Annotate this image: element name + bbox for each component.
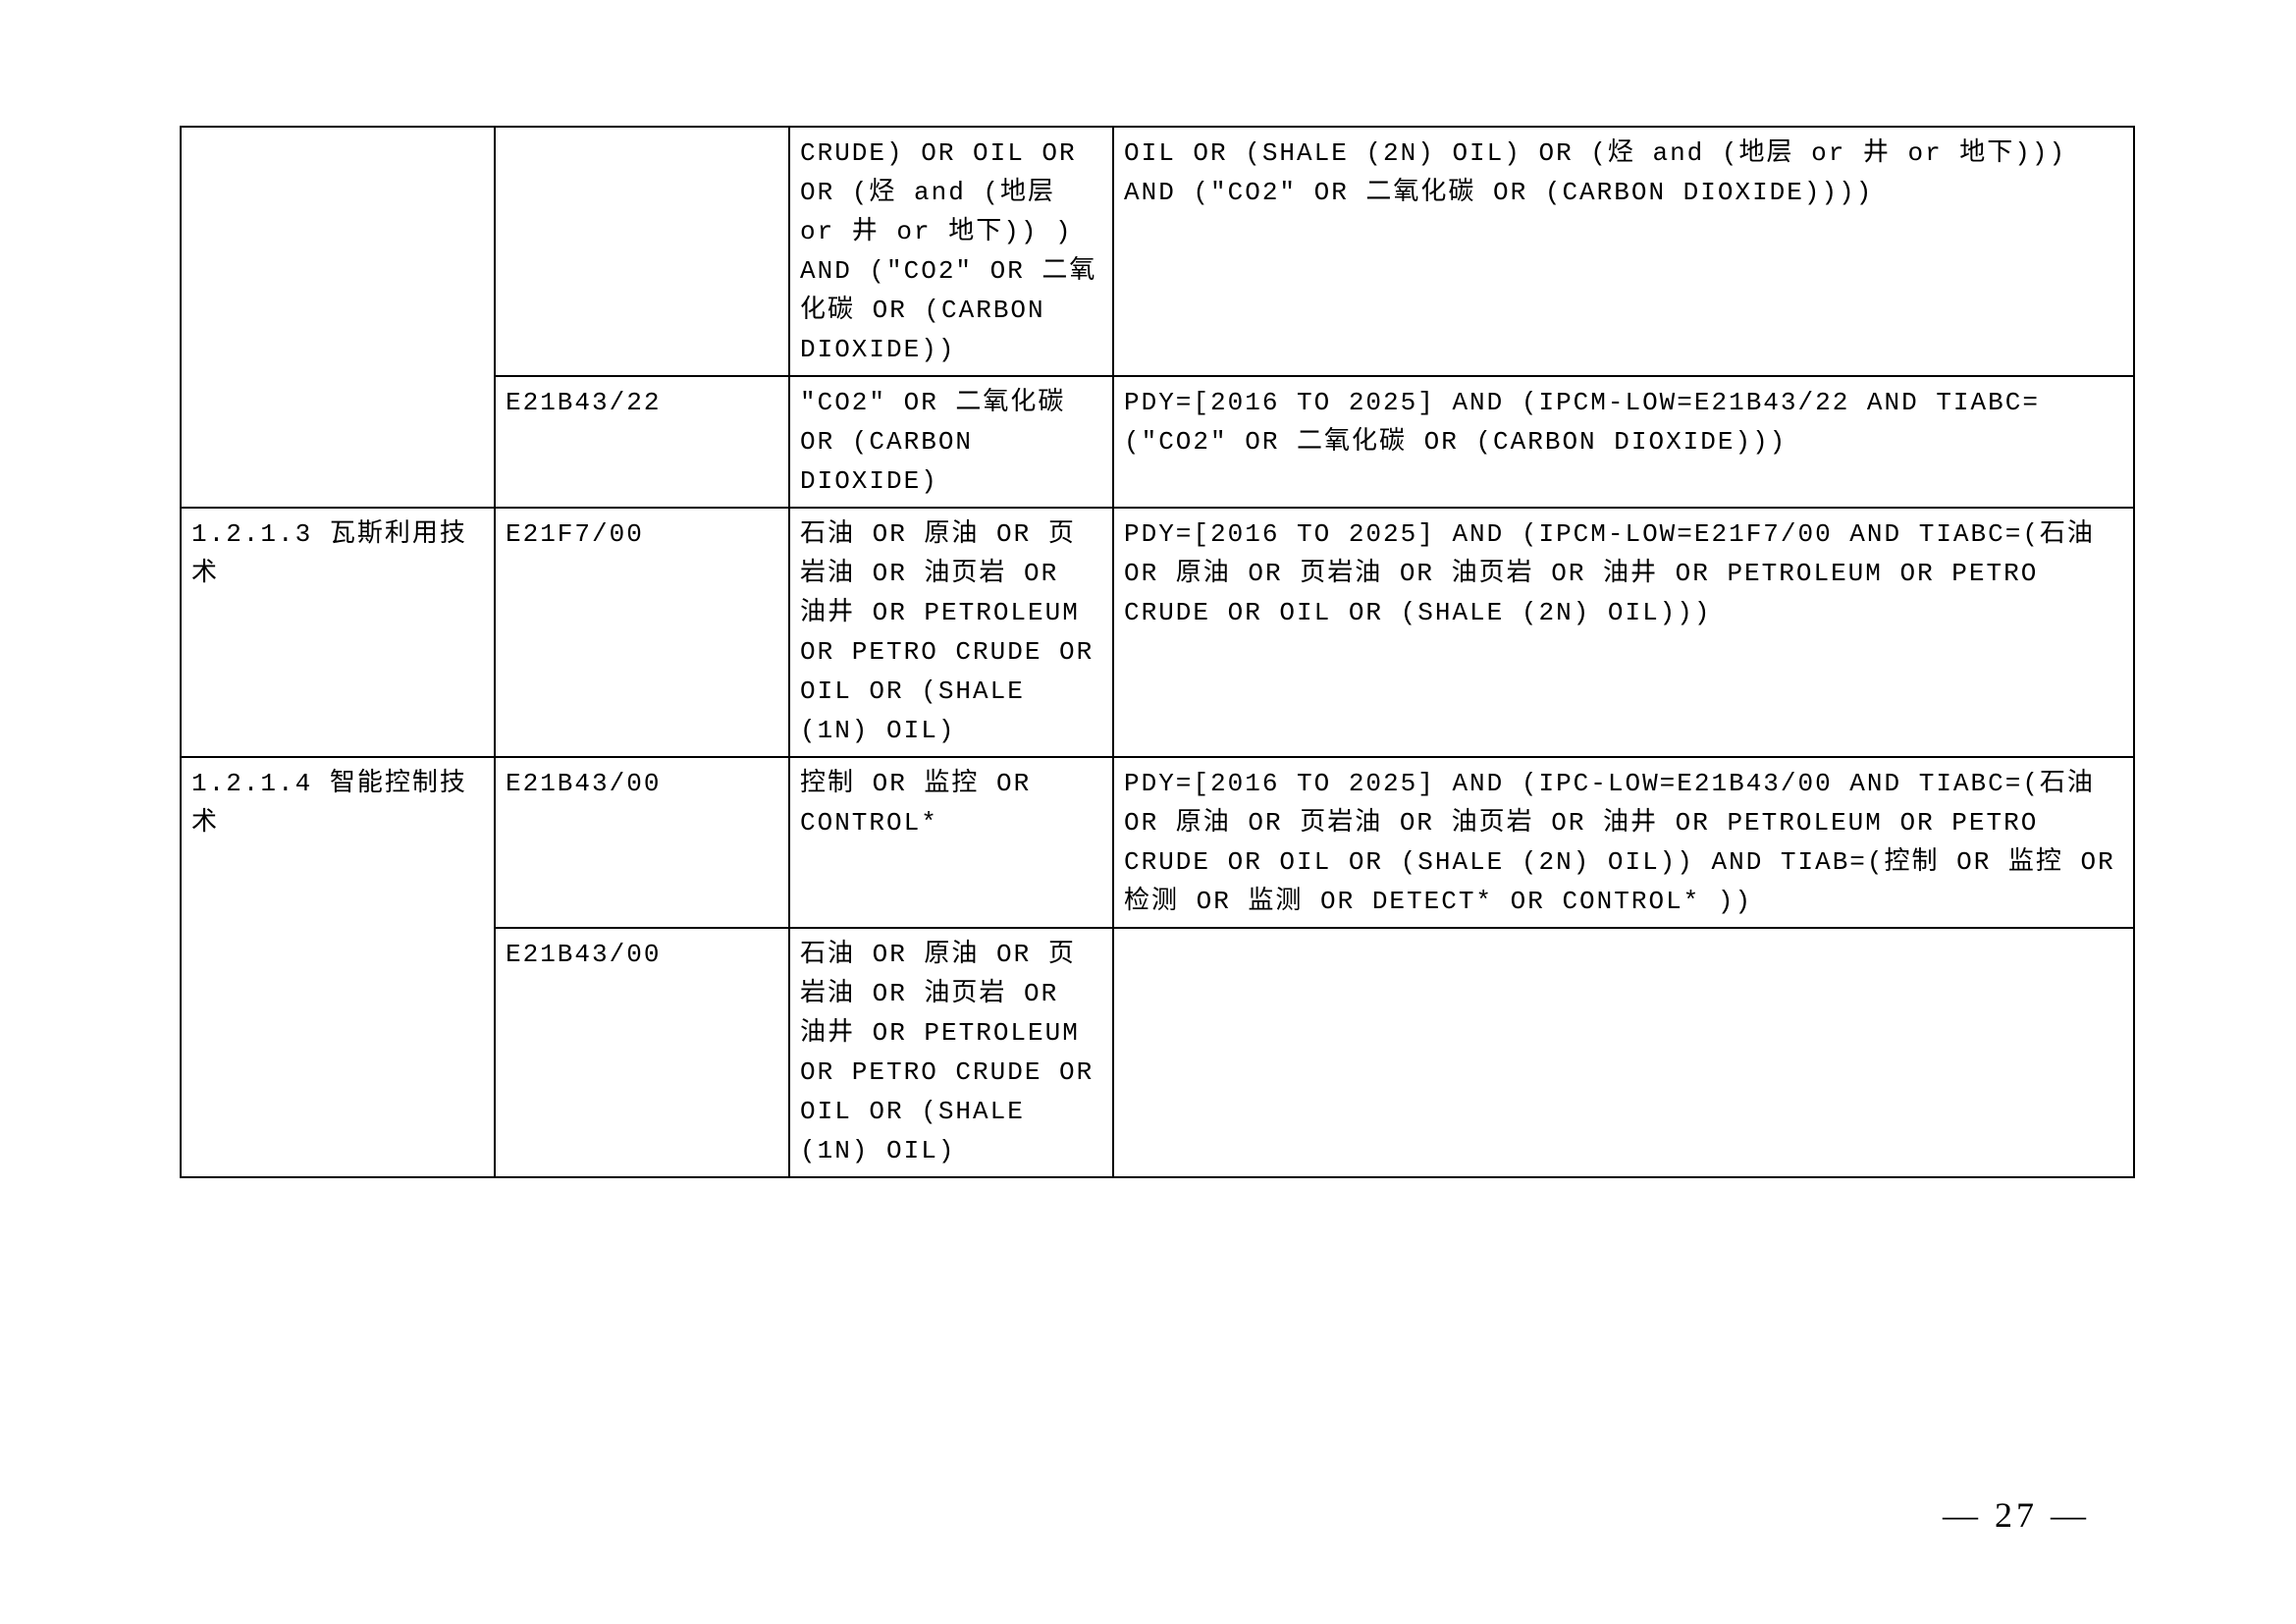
cell-text: 石油 OR 原油 OR 页岩油 OR 油页岩 OR 油井 OR PETROLEU… [800, 940, 1094, 1165]
table-cell-section: 1.2.1.3 瓦斯利用技术 [181, 508, 495, 757]
cell-text: CRUDE) OR OIL OR OR (烃 and (地层 or 井 or 地… [800, 138, 1096, 364]
table-cell-section [181, 127, 495, 508]
table-cell-query: PDY=[2016 TO 2025] AND (IPC-LOW=E21B43/0… [1113, 757, 2134, 928]
table-cell-ipc: E21B43/00 [495, 928, 789, 1177]
cell-text: OIL OR (SHALE (2N) OIL) OR (烃 and (地层 or… [1124, 138, 2066, 207]
table-row: CRUDE) OR OIL OR OR (烃 and (地层 or 井 or 地… [181, 127, 2134, 376]
table-row: 1.2.1.3 瓦斯利用技术 E21F7/00 石油 OR 原油 OR 页岩油 … [181, 508, 2134, 757]
table-cell-query [1113, 928, 2134, 1177]
page-number-text: — 27 — [1943, 1495, 2090, 1535]
page-number: — 27 — [1943, 1494, 2090, 1536]
cell-text: PDY=[2016 TO 2025] AND (IPCM-LOW=E21F7/0… [1124, 519, 2095, 627]
cell-text: E21B43/22 [506, 388, 661, 417]
table-cell-query: PDY=[2016 TO 2025] AND (IPCM-LOW=E21F7/0… [1113, 508, 2134, 757]
table-cell-keywords: CRUDE) OR OIL OR OR (烃 and (地层 or 井 or 地… [789, 127, 1113, 376]
cell-text: 1.2.1.3 瓦斯利用技术 [191, 519, 467, 588]
cell-text: PDY=[2016 TO 2025] AND (IPCM-LOW=E21B43/… [1124, 388, 2040, 457]
table-cell-keywords: 控制 OR 监控 OR CONTROL* [789, 757, 1113, 928]
table-cell-ipc: E21B43/00 [495, 757, 789, 928]
data-table: CRUDE) OR OIL OR OR (烃 and (地层 or 井 or 地… [180, 126, 2135, 1178]
cell-text: 石油 OR 原油 OR 页岩油 OR 油页岩 OR 油井 OR PETROLEU… [800, 519, 1094, 745]
page-container: CRUDE) OR OIL OR OR (烃 and (地层 or 井 or 地… [180, 126, 2133, 1178]
table-cell-ipc: E21F7/00 [495, 508, 789, 757]
table-row: 1.2.1.4 智能控制技术 E21B43/00 控制 OR 监控 OR CON… [181, 757, 2134, 928]
cell-text: E21F7/00 [506, 519, 644, 549]
table-cell-query: PDY=[2016 TO 2025] AND (IPCM-LOW=E21B43/… [1113, 376, 2134, 508]
table-body: CRUDE) OR OIL OR OR (烃 and (地层 or 井 or 地… [181, 127, 2134, 1177]
cell-text: E21B43/00 [506, 940, 661, 969]
cell-text: "CO2" OR 二氧化碳 OR (CARBON DIOXIDE) [800, 388, 1065, 496]
cell-text: 控制 OR 监控 OR CONTROL* [800, 769, 1031, 838]
table-cell-ipc: E21B43/22 [495, 376, 789, 508]
table-cell-keywords: 石油 OR 原油 OR 页岩油 OR 油页岩 OR 油井 OR PETROLEU… [789, 928, 1113, 1177]
table-cell-keywords: 石油 OR 原油 OR 页岩油 OR 油页岩 OR 油井 OR PETROLEU… [789, 508, 1113, 757]
table-cell-ipc [495, 127, 789, 376]
cell-text: 1.2.1.4 智能控制技术 [191, 769, 467, 838]
cell-text: PDY=[2016 TO 2025] AND (IPC-LOW=E21B43/0… [1124, 769, 2115, 916]
table-cell-section: 1.2.1.4 智能控制技术 [181, 757, 495, 1177]
table-cell-query: OIL OR (SHALE (2N) OIL) OR (烃 and (地层 or… [1113, 127, 2134, 376]
cell-text: E21B43/00 [506, 769, 661, 798]
table-cell-keywords: "CO2" OR 二氧化碳 OR (CARBON DIOXIDE) [789, 376, 1113, 508]
